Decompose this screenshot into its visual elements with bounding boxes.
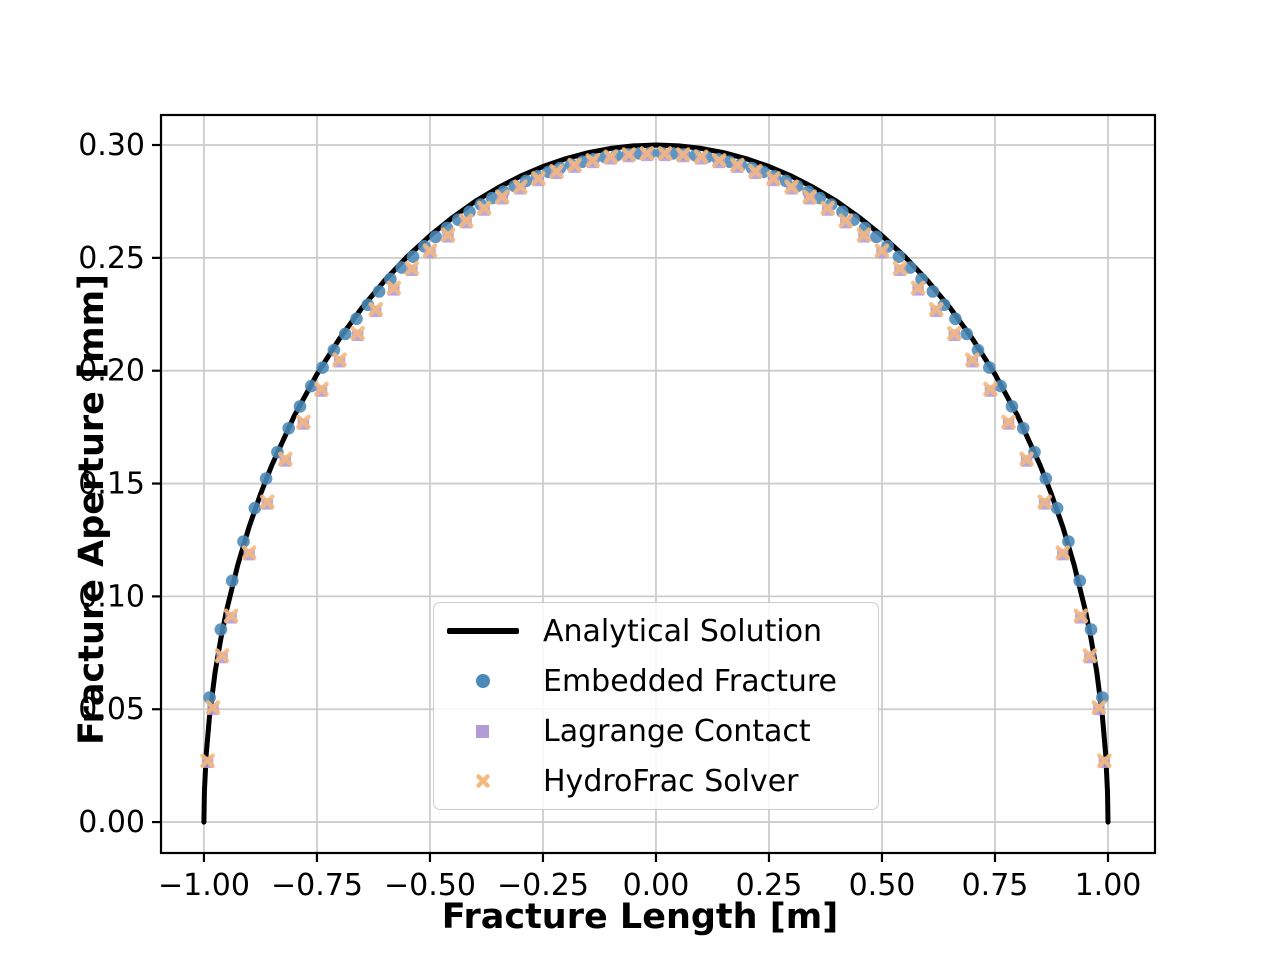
legend-label: Analytical Solution — [543, 613, 823, 649]
x-tick-label: −0.50 — [384, 868, 476, 903]
legend: Analytical Solution Embedded Fracture La… — [433, 602, 879, 810]
square-marker-icon — [434, 724, 531, 738]
legend-label: HydroFrac Solver — [543, 763, 799, 799]
tick-marks — [152, 143, 1110, 862]
circle-marker-icon — [434, 674, 531, 688]
line-swatch-icon — [434, 628, 531, 634]
legend-entry-hydrofrac-solver: HydroFrac Solver — [434, 756, 878, 806]
x-tick-label: 0.25 — [736, 868, 803, 903]
y-tick-label: 0.20 — [78, 354, 145, 389]
y-axis-label: Fracture Aperture [mm] — [72, 273, 112, 745]
x-tick-label: 0.00 — [623, 868, 690, 903]
x-tick-label: −1.00 — [158, 868, 250, 903]
legend-label: Lagrange Contact — [543, 713, 811, 749]
legend-label: Embedded Fracture — [543, 663, 837, 699]
analytical-line — [201, 142, 1111, 825]
x-axis-label: Fracture Length [m] — [441, 897, 839, 937]
hydrofrac-solver-points — [200, 146, 1112, 768]
legend-entry-embedded-fracture: Embedded Fracture — [434, 656, 878, 706]
x-marker-icon — [434, 772, 531, 790]
y-tick-label: 0.05 — [78, 692, 145, 727]
x-tick-label: 0.75 — [962, 868, 1029, 903]
legend-entry-analytical: Analytical Solution — [434, 606, 878, 656]
y-tick-label: 0.30 — [78, 128, 145, 163]
y-tick-label: 0.25 — [78, 241, 145, 276]
y-tick-label: 0.10 — [78, 579, 145, 614]
legend-entry-lagrange-contact: Lagrange Contact — [434, 706, 878, 756]
y-tick-label: 0.15 — [78, 467, 145, 502]
x-tick-label: 1.00 — [1075, 868, 1142, 903]
tick-labels: −1.00 −0.75 −0.50 −0.25 0.00 0.25 0.50 0.75 1.00… — [78, 128, 1141, 903]
x-tick-label: −0.75 — [271, 868, 363, 903]
x-tick-label: 0.50 — [849, 868, 916, 903]
x-tick-label: −0.25 — [497, 868, 589, 903]
y-tick-label: 0.00 — [78, 805, 145, 840]
